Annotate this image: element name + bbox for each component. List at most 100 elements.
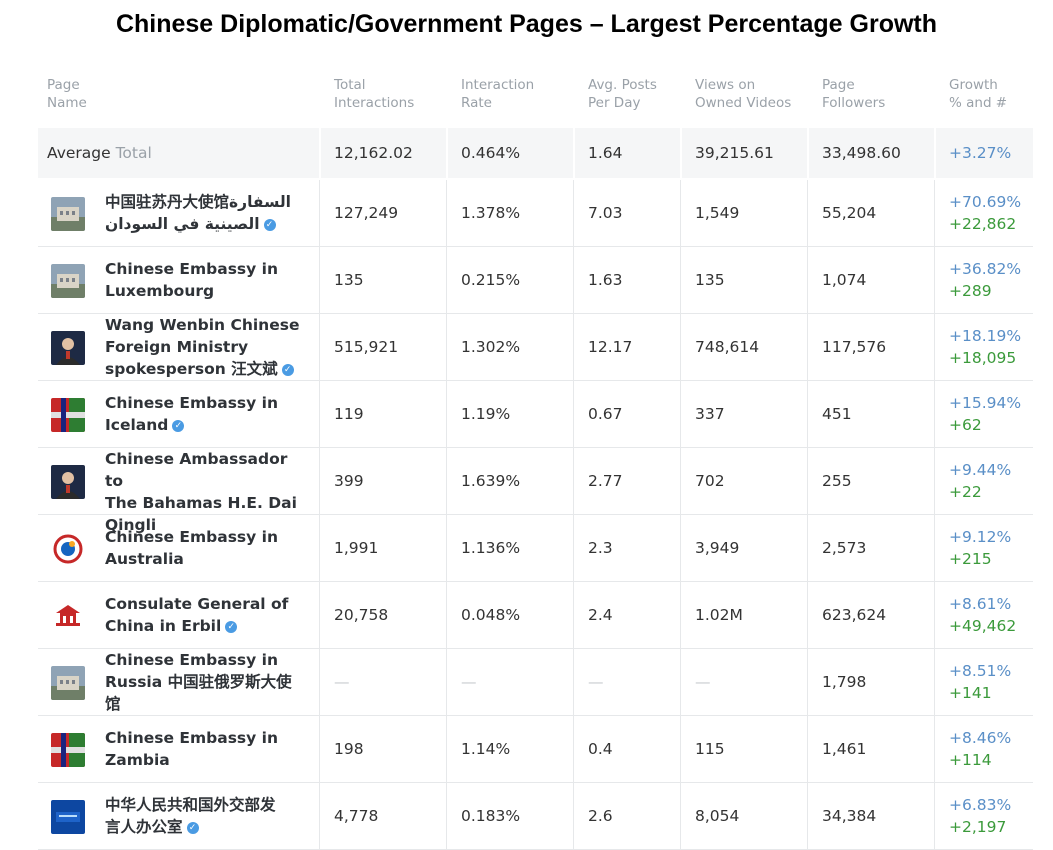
- header-label: Interactions: [334, 95, 415, 111]
- page-name-text: Chinese Embassy in: [105, 651, 278, 669]
- verified-badge-icon: ✓: [263, 218, 276, 231]
- page-name-text: Chinese Embassy in: [105, 394, 278, 412]
- table-row[interactable]: Chinese Ambassador to The Bahamas H.E. Da…: [38, 448, 1033, 534]
- divider: [680, 314, 681, 380]
- divider: [446, 649, 447, 715]
- header-interaction-rate[interactable]: Interaction Rate: [461, 76, 534, 112]
- page-name-line: 中华人民共和国外交部发: [105, 794, 310, 816]
- cell-interactions: —: [334, 673, 350, 691]
- divider: [680, 180, 681, 246]
- person-thumbnail[interactable]: [51, 331, 85, 365]
- average-rate: 0.464%: [461, 144, 521, 162]
- table-row[interactable]: Chinese Embassy in Luxembourg 135 0.215% 1.6…: [38, 247, 1033, 314]
- divider: [573, 314, 574, 380]
- building-thumbnail[interactable]: [51, 197, 85, 231]
- page-name[interactable]: Wang Wenbin Chinese Foreign Ministry spoke…: [105, 314, 310, 380]
- cell-posts: 0.67: [588, 405, 623, 423]
- header-followers[interactable]: Page Followers: [822, 76, 885, 112]
- cell-rate: 1.639%: [461, 472, 521, 490]
- page-name-text: الصينية في السودان: [105, 215, 260, 233]
- cell-growth: +18.19% +18,095: [949, 325, 1021, 369]
- header-total-interactions[interactable]: Total Interactions: [334, 76, 414, 112]
- page-name-line: Chinese Ambassador to: [105, 448, 310, 492]
- verified-badge-icon: ✓: [225, 620, 238, 633]
- divider: [319, 716, 320, 782]
- flag-thumbnail[interactable]: [51, 398, 85, 432]
- divider: [446, 128, 448, 178]
- cell-growth: +8.51% +141: [949, 660, 1011, 704]
- person-thumbnail[interactable]: [51, 465, 85, 499]
- header-page-name[interactable]: Page Name: [47, 76, 87, 112]
- page-name[interactable]: 中华人民共和国外交部发 言人办公室 ✓: [105, 794, 310, 838]
- page-name-line: الصينية في السودان ✓: [105, 213, 310, 235]
- flag-thumbnail[interactable]: [51, 733, 85, 767]
- table-row[interactable]: Wang Wenbin Chinese Foreign Ministry spoke…: [38, 314, 1033, 381]
- table-row[interactable]: Chinese Embassy in Australia 1,991 1.136% 2.…: [38, 515, 1033, 582]
- table-row[interactable]: 中华人民共和国外交部发 言人办公室 ✓ 4,778 0.183% 2.6 8,054 34,3…: [38, 783, 1033, 850]
- header-avg-posts[interactable]: Avg. Posts Per Day: [588, 76, 657, 112]
- page-name-text: Chinese Embassy in: [105, 729, 278, 747]
- divider: [319, 381, 320, 447]
- cell-views: 337: [695, 405, 725, 423]
- page-name-text: Chinese Embassy in: [105, 260, 278, 278]
- table-row[interactable]: 中国驻苏丹大使馆السفارة الصينية في السودان ✓ 127,24…: [38, 180, 1033, 247]
- average-followers: 33,498.60: [822, 144, 901, 162]
- pavilion-thumbnail[interactable]: [51, 599, 85, 633]
- table-row[interactable]: Chinese Embassy in Russia 中国驻俄罗斯大使馆 — — — — 1,…: [38, 649, 1033, 716]
- page-name-text: 中国驻苏丹大使馆السفارة: [105, 193, 291, 211]
- cell-followers: 34,384: [822, 807, 877, 825]
- divider: [680, 381, 681, 447]
- divider: [934, 247, 935, 313]
- table-row[interactable]: Chinese Embassy in Iceland ✓ 119 1.19% 0.67 33…: [38, 381, 1033, 448]
- table-row[interactable]: Chinese Embassy in Zambia 198 1.14% 0.4 115 1,…: [38, 716, 1033, 783]
- divider: [934, 716, 935, 782]
- divider: [319, 515, 320, 581]
- divider: [446, 582, 447, 648]
- page-name-text: Foreign Ministry: [105, 338, 249, 356]
- header-growth[interactable]: Growth % and #: [949, 76, 1007, 112]
- page-name[interactable]: Chinese Embassy in Iceland ✓: [105, 392, 310, 436]
- divider: [319, 180, 320, 246]
- cell-views: —: [695, 673, 711, 691]
- cell-rate: 0.048%: [461, 606, 521, 624]
- page-name[interactable]: Consulate General of China in Erbil ✓: [105, 593, 310, 637]
- header-views[interactable]: Views on Owned Videos: [695, 76, 791, 112]
- divider: [573, 448, 574, 514]
- page-name[interactable]: Chinese Embassy in Zambia: [105, 727, 310, 771]
- cell-views: 3,949: [695, 539, 740, 557]
- header-label: Per Day: [588, 95, 641, 111]
- cell-interactions: 515,921: [334, 338, 399, 356]
- building-thumbnail[interactable]: [51, 264, 85, 298]
- page-name[interactable]: Chinese Ambassador to The Bahamas H.E. Da…: [105, 448, 310, 536]
- cell-views: 8,054: [695, 807, 740, 825]
- page-name[interactable]: Chinese Embassy in Russia 中国驻俄罗斯大使馆: [105, 649, 310, 715]
- header-label: Views on: [695, 77, 756, 93]
- divider: [934, 783, 935, 849]
- page-name-text: Zambia: [105, 751, 170, 769]
- divider: [573, 180, 574, 246]
- page-name[interactable]: Chinese Embassy in Luxembourg: [105, 258, 310, 302]
- page-name-line: Chinese Embassy in: [105, 526, 310, 548]
- cell-views: 702: [695, 472, 725, 490]
- growth-absolute: +2,197: [949, 818, 1007, 836]
- growth-absolute: +22,862: [949, 215, 1017, 233]
- building-thumbnail[interactable]: [51, 666, 85, 700]
- divider: [934, 582, 935, 648]
- growth-absolute: +22: [949, 483, 982, 501]
- logo-thumbnail[interactable]: [51, 800, 85, 834]
- divider: [319, 314, 320, 380]
- cell-interactions: 198: [334, 740, 364, 758]
- divider: [680, 128, 682, 178]
- page-name[interactable]: 中国驻苏丹大使馆السفارة الصينية في السودان ✓: [105, 191, 310, 235]
- page-name[interactable]: Chinese Embassy in Australia: [105, 526, 310, 570]
- divider: [446, 515, 447, 581]
- emblem-thumbnail[interactable]: [51, 532, 85, 566]
- divider: [807, 314, 808, 380]
- cell-posts: 2.77: [588, 472, 623, 490]
- header-label: Name: [47, 95, 87, 111]
- cell-interactions: 119: [334, 405, 364, 423]
- table-row[interactable]: Consulate General of China in Erbil ✓ 20,75…: [38, 582, 1033, 649]
- divider: [680, 783, 681, 849]
- header-label: Owned Videos: [695, 95, 792, 111]
- growth-absolute: +49,462: [949, 617, 1017, 635]
